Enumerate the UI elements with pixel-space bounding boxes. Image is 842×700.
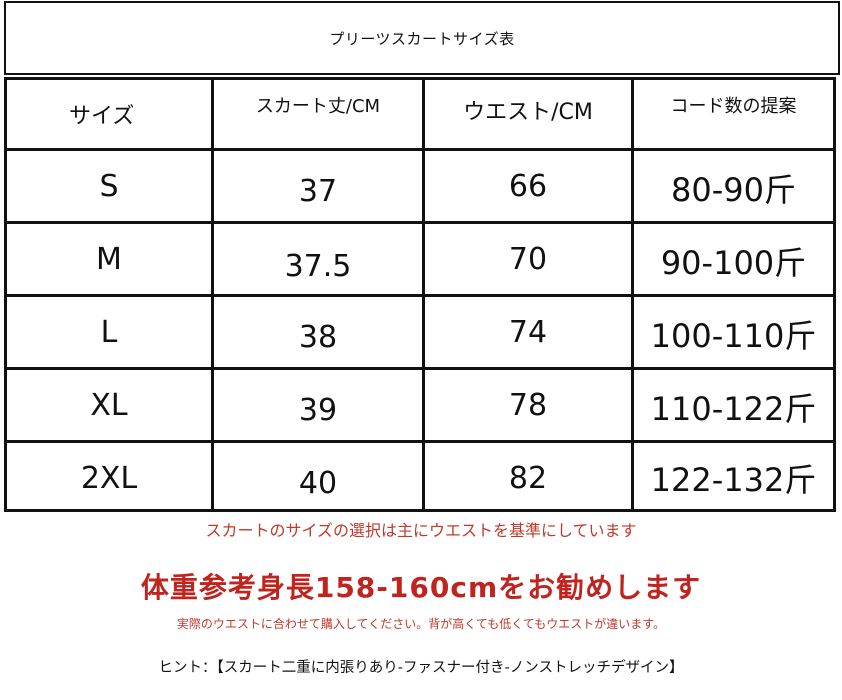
size-chart: プリーツスカートサイズ表 サイズ スカート丈/CM ウエスト/CM コード数の提… xyxy=(4,1,840,512)
length-cell: 37 xyxy=(211,148,425,224)
size-cell: XL xyxy=(4,367,214,443)
weight-cell: 80-90斤 xyxy=(631,148,836,224)
hint-text: ヒント：【スカート二重に内張りあり-ファスナー付き-ノンストレッチデザイン】 xyxy=(158,660,684,676)
waist-cell: 78 xyxy=(422,367,634,443)
chart-title: プリーツスカートサイズ表 xyxy=(4,1,840,75)
length-cell: 37.5 xyxy=(211,221,425,297)
waist-cell: 66 xyxy=(422,148,634,224)
weight-cell: 100-110斤 xyxy=(631,294,836,370)
weight-cell: 110-122斤 xyxy=(631,367,836,443)
length-cell: 39 xyxy=(211,367,425,443)
recommendation-text: 体重参考身長158-160cmをお勧めします xyxy=(140,571,702,604)
size-cell: M xyxy=(4,221,214,297)
header-skirt-length: スカート丈/CM xyxy=(211,77,425,151)
fit-note: 実際のウエストに合わせて購入してください。背が高くても低くてもウエストが違います… xyxy=(176,617,666,631)
header-weight-suggestion: コード数の提案 xyxy=(631,77,836,151)
header-waist: ウエスト/CM xyxy=(422,77,634,151)
waist-cell: 82 xyxy=(422,440,634,512)
selection-note: スカートのサイズの選択は主にウエストを基準にしています xyxy=(205,521,637,540)
waist-cell: 74 xyxy=(422,294,634,370)
size-cell: 2XL xyxy=(4,440,214,512)
length-cell: 38 xyxy=(211,294,425,370)
weight-cell: 90-100斤 xyxy=(631,221,836,297)
weight-cell: 122-132斤 xyxy=(631,440,836,512)
length-cell: 40 xyxy=(211,440,425,512)
waist-cell: 70 xyxy=(422,221,634,297)
header-size: サイズ xyxy=(4,77,214,151)
size-cell: S xyxy=(4,148,214,224)
size-cell: L xyxy=(4,294,214,370)
